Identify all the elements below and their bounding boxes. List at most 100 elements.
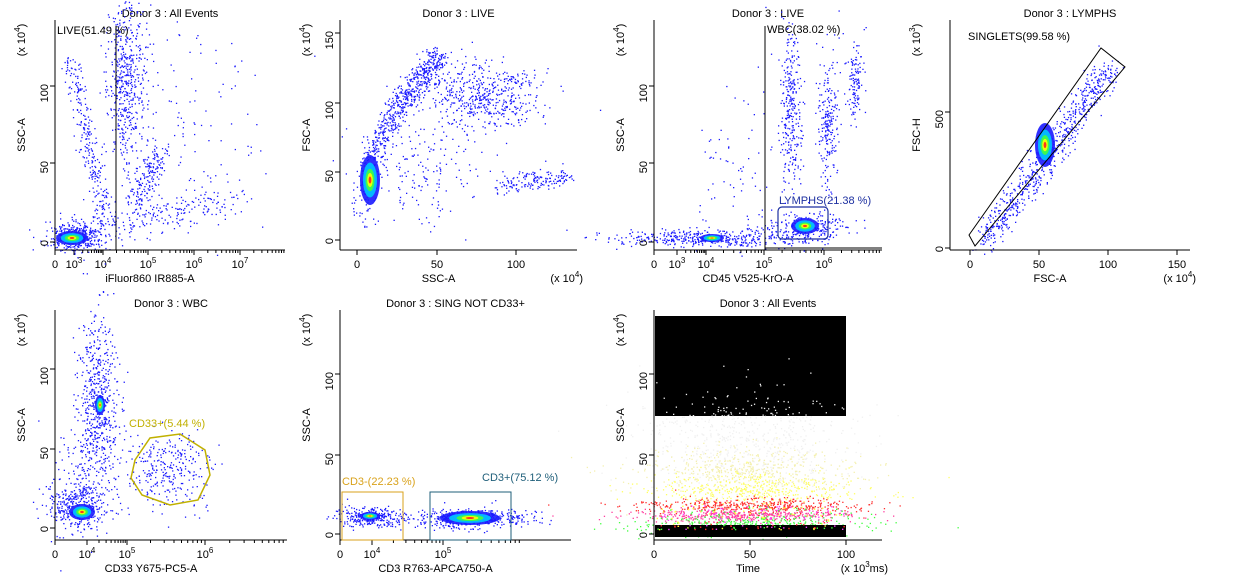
scatter-points: [29, 1, 348, 259]
x-tick-label: 100: [507, 259, 525, 271]
x-tick-label: 107: [232, 256, 249, 271]
x-axis-multiplier: (x 103ms): [841, 560, 888, 575]
x-tick-label: 106: [186, 256, 203, 271]
x-axis-label: SSC-A: [422, 273, 456, 285]
gate-label: CD3+(75.12 %): [482, 472, 558, 484]
y-axis-label: SSC-A: [16, 118, 28, 152]
gate-label: LYMPHS(21.38 %): [779, 195, 871, 207]
y-tick-label: 100: [39, 84, 51, 102]
x-tick-label: 150: [1168, 259, 1186, 271]
y-tick-label: 150: [324, 31, 336, 49]
scatter-points: [326, 498, 552, 534]
y-tick-label: 100: [324, 372, 336, 390]
chart-title: Donor 3 : LIVE: [422, 8, 494, 20]
gate-label: CD33+(5.44 %): [129, 418, 205, 430]
gate-layer: LIVE(51.49 %): [57, 25, 129, 250]
y-tick-label: 500: [934, 110, 946, 128]
y-tick-label: 0: [638, 240, 650, 246]
y-tick-label: 100: [39, 367, 51, 385]
y-axis-multiplier: (x 104): [13, 314, 28, 347]
scatter-points: [548, 316, 959, 541]
y-tick-label: 0: [934, 246, 946, 252]
y-axis-label: SSC-A: [615, 118, 627, 152]
y-axis-multiplier: (x 104): [298, 24, 313, 57]
x-tick-label: 104: [95, 256, 112, 271]
x-axis-label: FSC-A: [1034, 273, 1068, 285]
chart-panel-2: Donor 3 : LIVE 0 50 100 0 50 100 150 SSC-A FSC-A (…: [298, 8, 602, 285]
x-tick-label: 105: [756, 256, 773, 271]
chart-title: Donor 3 : WBC: [134, 298, 208, 310]
x-axis-multiplier: (x 104): [1163, 270, 1196, 285]
y-tick-label: 0: [39, 526, 51, 532]
y-axis-label: FSC-A: [301, 118, 313, 152]
x-tick-label: 0: [967, 259, 973, 271]
y-tick-label: 0: [324, 238, 336, 244]
x-tick-label: 0: [52, 549, 58, 561]
x-tick-label: 0: [651, 549, 657, 561]
y-tick-label: 50: [638, 453, 650, 465]
scatter-points: [566, 6, 867, 257]
y-tick-label: 50: [638, 161, 650, 173]
x-axis-label: iFluor860 IR885-A: [105, 273, 195, 285]
y-axis-label: FSC-H: [911, 118, 923, 152]
x-tick-label: 50: [744, 549, 756, 561]
gate-label: WBC(38.02 %): [767, 24, 840, 36]
x-axis-label: CD3 R763-APCA750-A: [378, 563, 493, 575]
y-tick-label: 0: [638, 532, 650, 538]
chart-panel-7: Donor 3 : All Events 0 50 100 0 50 100 Time SSC-…: [548, 298, 959, 575]
y-axis-label: SSC-A: [16, 408, 28, 442]
gate-singlets[interactable]: [968, 47, 1126, 247]
chart-panel-4: Donor 3 : LYMPHS 0 50 100 150 0 500 FSC-A FSC-H (…: [908, 8, 1196, 285]
x-tick-label: 0: [354, 259, 360, 271]
x-tick-label: 104: [698, 256, 715, 271]
y-axis-label: SSC-A: [301, 408, 313, 442]
chart-panel-1: Donor 3 : All Events 0 103 104 105 106 107 0 50 1…: [13, 1, 348, 285]
x-tick-label: 106: [816, 256, 833, 271]
y-tick-label: 50: [39, 447, 51, 459]
gate-cd3neg[interactable]: [341, 491, 404, 541]
y-axis-label: SSC-A: [615, 408, 627, 442]
y-tick-label: 100: [638, 372, 650, 390]
y-axis-multiplier: (x 104): [13, 24, 28, 57]
gate-cd33pos[interactable]: [130, 433, 211, 506]
x-axis-label: CD45 V525-KrO-A: [702, 273, 794, 285]
gate-layer: CD3-(22.23 %) CD3+(75.12 %): [341, 472, 558, 541]
y-tick-label: 0: [324, 532, 336, 538]
y-tick-label: 50: [39, 161, 51, 173]
x-axis-label: Time: [736, 563, 760, 575]
gate-layer: WBC(38.02 %) LYMPHS(21.38 %): [764, 24, 882, 250]
x-tick-label: 103: [669, 256, 686, 271]
x-tick-label: 100: [1099, 259, 1117, 271]
chart-panel-5: Donor 3 : WBC 0 104 105 106 0 50 100 CD33 Y675-P…: [13, 259, 287, 575]
chart-panel-6: Donor 3 : SING NOT CD33+ 0 104 105 0 50 100 CD3…: [298, 298, 571, 575]
x-tick-label: 0: [651, 259, 657, 271]
y-tick-label: 0: [39, 240, 51, 246]
x-tick-label: 104: [364, 546, 381, 561]
chart-title: Donor 3 : LYMPHS: [1024, 8, 1117, 20]
x-tick-label: 105: [140, 256, 157, 271]
x-tick-label: 105: [435, 546, 452, 561]
gate-label: SINGLETS(99.58 %): [968, 31, 1070, 43]
x-tick-label: 50: [1033, 259, 1045, 271]
x-tick-label: 105: [119, 546, 136, 561]
y-axis-multiplier: (x 103): [908, 24, 923, 57]
scatter-points: [32, 259, 223, 572]
gate-lymphs[interactable]: [777, 206, 829, 240]
scatter-points: [972, 45, 1125, 255]
x-axis-multiplier: (x 104): [550, 270, 583, 285]
x-tick-label: 50: [431, 259, 443, 271]
x-tick-label: 0: [52, 259, 58, 271]
x-tick-label: 100: [837, 549, 855, 561]
gate-label: CD3-(22.23 %): [342, 476, 415, 488]
x-tick-label: 103: [66, 256, 83, 271]
gate-label: LIVE(51.49 %): [57, 25, 129, 37]
gate-cd3pos[interactable]: [429, 491, 512, 541]
y-axis-multiplier: (x 104): [298, 314, 313, 347]
gate-layer: SINGLETS(99.58 %): [968, 31, 1126, 247]
x-axis-label: CD33 Y675-PC5-A: [105, 563, 198, 575]
chart-title: Donor 3 : LIVE: [732, 8, 804, 20]
x-tick-label: 0: [337, 549, 343, 561]
y-axis-multiplier: (x 104): [612, 314, 627, 347]
y-axis-multiplier: (x 104): [612, 24, 627, 57]
